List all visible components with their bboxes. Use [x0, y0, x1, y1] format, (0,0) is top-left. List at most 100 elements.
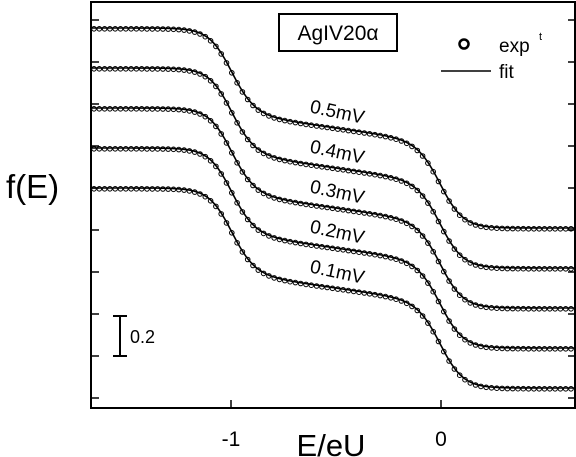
data-point	[181, 147, 187, 153]
data-point	[91, 146, 97, 152]
data-point	[414, 187, 421, 194]
data-point	[324, 284, 331, 291]
data-point	[488, 305, 495, 311]
data-point	[234, 120, 240, 126]
data-point	[340, 167, 346, 173]
data-point	[531, 346, 537, 352]
data-point	[377, 292, 384, 299]
data-point	[478, 263, 484, 270]
data-point	[462, 336, 468, 343]
data-point	[435, 258, 442, 265]
data-point	[335, 286, 341, 292]
data-point	[361, 170, 368, 176]
data-point	[308, 282, 315, 289]
data-point	[144, 106, 150, 112]
data-point	[409, 143, 415, 150]
data-point	[329, 205, 336, 212]
data-point	[451, 286, 458, 292]
data-point	[462, 376, 468, 383]
data-point	[478, 303, 484, 310]
data-point	[287, 118, 293, 125]
data-point	[229, 230, 235, 236]
series-0.1mV: 0.1mV	[91, 186, 574, 392]
data-point	[350, 128, 357, 135]
data-point	[271, 275, 278, 281]
data-point	[361, 250, 368, 256]
data-point	[276, 276, 283, 283]
data-point	[170, 106, 177, 113]
data-point	[568, 306, 574, 312]
data-point	[356, 169, 362, 175]
data-point	[138, 186, 145, 192]
data-point	[525, 226, 532, 232]
data-point	[472, 222, 479, 228]
data-point	[319, 284, 325, 290]
data-point	[181, 107, 187, 113]
data-point	[478, 383, 484, 390]
data-point	[547, 346, 553, 352]
data-point	[117, 66, 124, 72]
data-point	[366, 171, 373, 177]
data-point	[557, 226, 564, 232]
data-point	[282, 117, 288, 124]
data-point	[366, 251, 373, 257]
data-point	[536, 266, 543, 272]
data-point	[308, 202, 315, 208]
data-point	[472, 302, 479, 308]
data-point	[441, 348, 447, 355]
data-point	[250, 102, 256, 109]
data-point	[547, 266, 553, 272]
data-point	[372, 251, 378, 258]
data-point	[117, 146, 124, 152]
data-point	[297, 280, 304, 287]
data-point	[552, 226, 558, 232]
data-point	[101, 106, 108, 112]
data-point	[117, 106, 124, 112]
data-point	[197, 191, 203, 197]
data-point	[520, 385, 527, 392]
data-point	[255, 227, 262, 233]
data-point	[229, 190, 235, 196]
x-tick-label-neg1: -1	[222, 428, 241, 451]
data-point	[483, 264, 490, 271]
data-point	[271, 155, 278, 161]
data-point	[430, 208, 437, 215]
data-point	[101, 66, 108, 72]
data-point	[409, 263, 415, 270]
data-point	[467, 220, 474, 226]
data-point	[499, 345, 505, 352]
data-point	[504, 265, 511, 272]
data-point	[91, 186, 97, 192]
data-point	[398, 178, 405, 184]
data-point	[255, 147, 262, 153]
data-point	[112, 66, 118, 72]
data-point	[393, 216, 399, 222]
data-point	[207, 78, 214, 84]
data-point	[213, 163, 219, 170]
data-point	[340, 247, 346, 253]
data-point	[160, 66, 166, 72]
data-point	[488, 385, 495, 391]
data-point	[223, 140, 230, 146]
data-point	[356, 249, 362, 255]
data-point	[170, 146, 177, 153]
data-point	[149, 26, 156, 32]
data-point	[446, 198, 452, 204]
data-point	[488, 265, 495, 271]
data-point	[494, 225, 500, 231]
data-point	[308, 162, 315, 168]
data-point	[456, 252, 463, 258]
data-point	[552, 346, 558, 352]
data-point	[202, 113, 209, 120]
data-point	[138, 66, 145, 72]
data-point	[541, 266, 548, 272]
data-point	[276, 116, 283, 123]
data-point	[250, 142, 256, 149]
data-point	[223, 100, 230, 106]
data-point	[154, 186, 161, 192]
data-point	[388, 215, 394, 221]
data-point	[382, 173, 389, 180]
data-point	[197, 31, 203, 37]
data-point	[494, 265, 500, 272]
data-point	[234, 240, 240, 246]
